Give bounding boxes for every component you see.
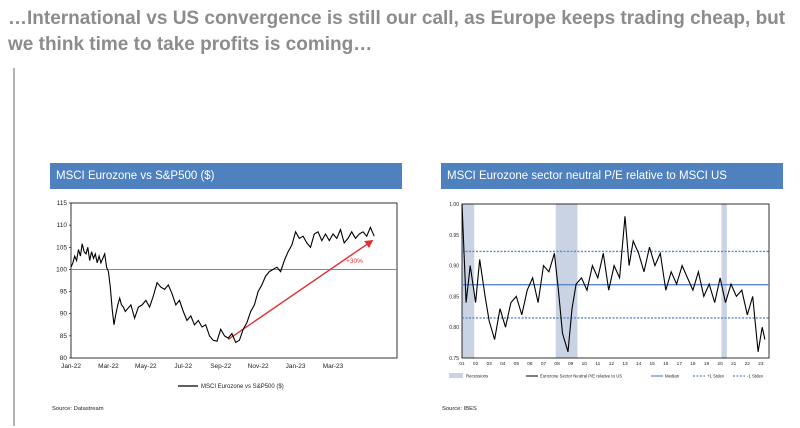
legend-swatch-recessions: [449, 373, 463, 378]
x-tick-label: 16: [663, 361, 669, 367]
y-tick-label: 100: [56, 266, 67, 273]
y-tick-label: 0.85: [449, 294, 459, 300]
eurozone-vs-sp500-chart: 80 85 90 95 100 105 110 115 Jan-22 Mar-22 May-22 Ju…: [56, 200, 398, 390]
x-tick-label: 19: [704, 361, 710, 367]
right-panel-title: MSCI Eurozone sector neutral P/E relativ…: [441, 163, 783, 189]
pe-relative-chart: 0.75 0.80 0.85 0.90 0.95 1.00 01 02 03 04 05 06 07 08…: [449, 202, 770, 379]
plot-frame: [461, 203, 770, 359]
x-tick-label: 12: [609, 361, 615, 367]
legend-label: MSCI Eurozone vs S&P500 ($): [201, 384, 284, 390]
y-tick-label: 1.00: [449, 202, 459, 208]
x-tick-label: 15: [650, 361, 656, 367]
x-tick-label: Mar-22: [98, 363, 119, 370]
trend-arrow: [227, 239, 374, 340]
y-tick-label: 80: [60, 355, 68, 362]
y-tick-label: 110: [57, 222, 68, 229]
series-line: [70, 225, 375, 344]
y-tick-label: 95: [60, 289, 68, 296]
trend-annotation: +30%: [346, 258, 363, 265]
x-tick-label: 21: [731, 361, 737, 367]
x-tick-label: 17: [677, 361, 683, 367]
legend-label: +1 Stdev: [707, 374, 725, 379]
x-tick-label: Mar-23: [323, 363, 344, 370]
legend-label: -1 Stdev: [747, 374, 764, 379]
x-tick-label: 14: [636, 361, 642, 367]
left-panel-title: MSCI Eurozone vs S&P500 ($): [50, 163, 402, 189]
y-tick-label: 0.80: [449, 325, 459, 331]
y-tick-label: 105: [56, 244, 67, 251]
x-tick-label: 23: [758, 361, 764, 367]
x-tick-label: 02: [473, 361, 479, 367]
x-tick-label: Jan-23: [286, 363, 306, 370]
legend-label: Recessions: [466, 374, 488, 379]
x-tick-label: Nov-22: [248, 363, 269, 370]
x-tick-label: 04: [500, 361, 506, 367]
y-tick-label: 0.75: [449, 356, 459, 362]
series-line: [461, 203, 766, 352]
x-tick-label: 03: [486, 361, 492, 367]
x-tick-label: May-22: [135, 363, 157, 370]
legend-label: Eurozone Sector Neutral P/E relative to …: [540, 374, 622, 379]
x-tick-label: Sep-22: [210, 363, 231, 370]
left-source: Source: Datastream: [52, 406, 104, 412]
headline: …International vs US convergence is stil…: [8, 8, 786, 55]
x-tick-label: 22: [745, 361, 751, 367]
x-tick-label: Jan-22: [61, 363, 81, 370]
x-tick-label: 09: [568, 361, 574, 367]
x-tick-label: 10: [582, 361, 588, 367]
y-tick-label: 0.90: [449, 264, 459, 270]
x-tick-label: Jul-22: [174, 363, 192, 370]
x-tick-label: 07: [541, 361, 547, 367]
right-source: Source: IBES: [442, 406, 477, 412]
y-tick-label: 115: [57, 200, 68, 207]
y-tick-label: 0.95: [449, 233, 459, 239]
x-tick-label: 06: [527, 361, 533, 367]
x-tick-label: 18: [690, 361, 696, 367]
x-tick-label: 20: [717, 361, 723, 367]
recession-band: [721, 204, 727, 358]
vertical-rule: [13, 68, 15, 426]
x-tick-label: 01: [459, 361, 465, 367]
recession-band: [555, 204, 578, 358]
legend-label: Median: [665, 374, 680, 379]
x-tick-label: 11: [595, 361, 600, 367]
x-tick-label: 05: [514, 361, 520, 367]
y-tick-label: 85: [60, 333, 68, 340]
x-tick-label: 08: [554, 361, 560, 367]
x-tick-label: 13: [622, 361, 628, 367]
plot-frame: [70, 202, 398, 359]
y-tick-label: 90: [60, 311, 68, 318]
